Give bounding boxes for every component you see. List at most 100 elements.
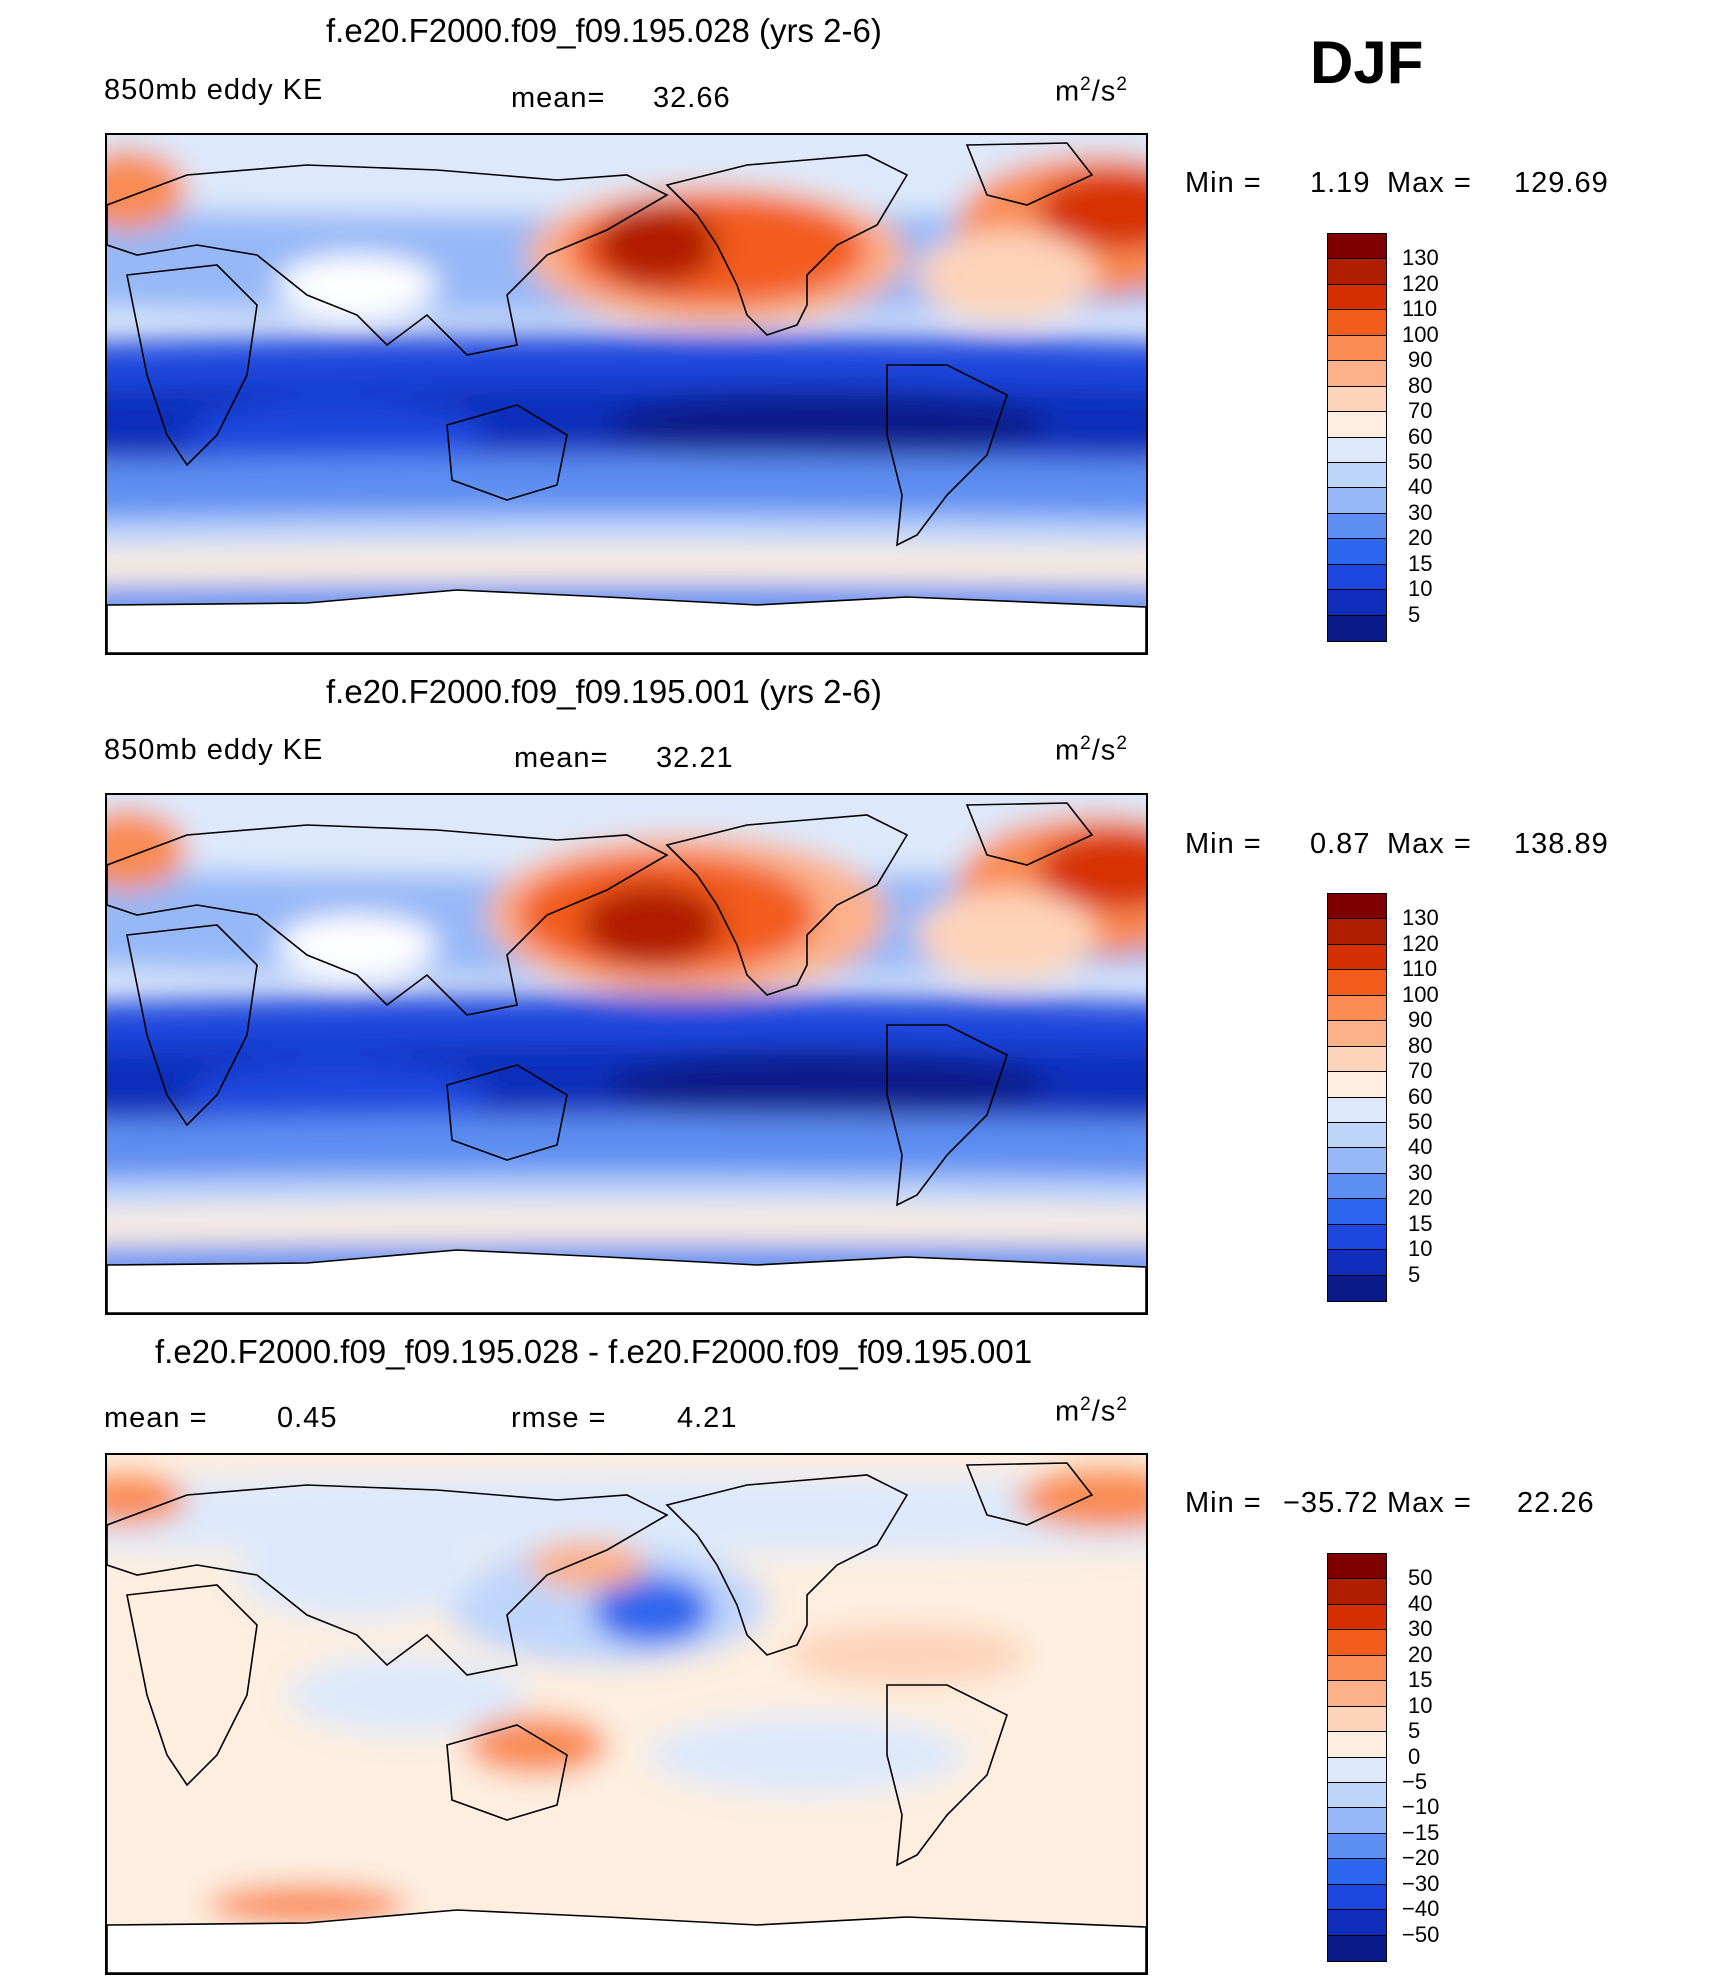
- panel-1-colorbar-swatch: [1328, 590, 1386, 615]
- panel-2-variable-label: 850mb eddy KE: [104, 734, 323, 767]
- panel-2-mean-label: mean=: [514, 742, 608, 775]
- panel-2-colorbar-swatch: [1328, 894, 1386, 919]
- panel-2-colorbar-tick-label: 70: [1408, 1058, 1432, 1084]
- panel-3-field-region: [237, 1530, 477, 1620]
- panel-1-colorbar-tick-label: 120: [1402, 271, 1439, 297]
- panel-1-min-label: Min =: [1185, 167, 1262, 200]
- panel-1-field-region: [607, 390, 1047, 460]
- panel-1-field-region: [917, 230, 1097, 320]
- panel-1-colorbar-tick-label: 90: [1408, 347, 1432, 373]
- panel-1-colorbar-tick-label: 130: [1402, 245, 1439, 271]
- panel-2-colorbar-swatch: [1328, 970, 1386, 995]
- panel-3-field-region: [787, 1625, 1027, 1685]
- panel-2-max-value: 138.89: [1514, 828, 1609, 861]
- panel-3-colorbar-swatch: [1328, 1732, 1386, 1757]
- panel-2-title: f.e20.F2000.f09_f09.195.001 (yrs 2-6): [326, 673, 882, 711]
- panel-1-variable-label: 850mb eddy KE: [104, 74, 323, 107]
- panel-1-colorbar-tick-label: 100: [1402, 322, 1439, 348]
- panel-1-min-value: 1.19: [1310, 167, 1370, 200]
- panel-3-colorbar-swatch: [1328, 1808, 1386, 1833]
- panel-3-colorbar-tick-label: 50: [1408, 1565, 1432, 1591]
- panel-1-colorbar-tick-label: 15: [1408, 551, 1432, 577]
- panel-3-colorbar-tick-label: 30: [1408, 1616, 1432, 1642]
- panel-2-field-region: [917, 890, 1097, 980]
- panel-2-colorbar-swatch: [1328, 1225, 1386, 1250]
- panel-3-colorbar-swatch: [1328, 1758, 1386, 1783]
- panel-1-colorbar-swatch: [1328, 387, 1386, 412]
- panel-2-colorbar-swatch: [1328, 1199, 1386, 1224]
- panel-2-colorbar-swatch: [1328, 1072, 1386, 1097]
- panel-3-min-label: Min =: [1185, 1487, 1262, 1520]
- panel-2-colorbar-tick-label: 80: [1408, 1033, 1432, 1059]
- panel-1-field-svg: [107, 135, 1146, 653]
- panel-2-colorbar-tick-label: 40: [1408, 1134, 1432, 1160]
- panel-2-field-svg: [107, 795, 1146, 1313]
- panel-3-min-value: −35.72: [1283, 1487, 1379, 1520]
- panel-1-colorbar-swatch: [1328, 285, 1386, 310]
- panel-1-colorbar-swatch: [1328, 310, 1386, 335]
- panel-2-min-value: 0.87: [1310, 828, 1370, 861]
- panel-3-colorbar: [1327, 1553, 1387, 1962]
- panel-1-colorbar-tick-label: 50: [1408, 449, 1432, 475]
- panel-3-colorbar-swatch: [1328, 1885, 1386, 1910]
- panel-3-rmse-label: rmse =: [511, 1402, 606, 1435]
- panel-1-colorbar-swatch: [1328, 514, 1386, 539]
- panel-3-colorbar-tick-label: 20: [1408, 1642, 1432, 1668]
- panel-1-colorbar-tick-label: 10: [1408, 576, 1432, 602]
- panel-3-colorbar-tick-label: 0: [1408, 1744, 1420, 1770]
- panel-1-colorbar: [1327, 233, 1387, 642]
- panel-3-field-svg: [107, 1455, 1146, 1973]
- panel-2-mean-value: 32.21: [656, 742, 734, 775]
- panel-1-colorbar-swatch: [1328, 336, 1386, 361]
- panel-1-mean-value: 32.66: [653, 82, 731, 115]
- panel-1-mean-label: mean=: [511, 82, 605, 115]
- panel-1-colorbar-tick-label: 110: [1402, 296, 1437, 322]
- panel-2-colorbar-swatch: [1328, 945, 1386, 970]
- panel-2-max-label: Max =: [1387, 828, 1472, 861]
- panel-1-colorbar-swatch: [1328, 259, 1386, 284]
- panel-3-colorbar-tick-label: −20: [1402, 1845, 1439, 1871]
- panel-2-colorbar-tick-label: 30: [1408, 1160, 1432, 1186]
- panel-3-colorbar-tick-label: −10: [1402, 1794, 1439, 1820]
- panel-1-colorbar-tick-label: 60: [1408, 424, 1432, 450]
- panel-3-max-label: Max =: [1387, 1487, 1472, 1520]
- panel-2-colorbar-swatch: [1328, 1250, 1386, 1275]
- panel-3-colorbar-swatch: [1328, 1707, 1386, 1732]
- panel-3-colorbar-tick-label: 5: [1408, 1718, 1420, 1744]
- panel-3-colorbar-swatch: [1328, 1681, 1386, 1706]
- panel-2-colorbar-tick-label: 90: [1408, 1007, 1432, 1033]
- panel-1-colorbar-swatch: [1328, 488, 1386, 513]
- panel-3-title: f.e20.F2000.f09_f09.195.028 - f.e20.F200…: [155, 1333, 1032, 1371]
- panel-2-colorbar-tick-label: 60: [1408, 1084, 1432, 1110]
- panel-3-colorbar-tick-label: −5: [1402, 1769, 1427, 1795]
- panel-2-colorbar-tick-label: 130: [1402, 905, 1439, 931]
- panel-3-colorbar-tick-label: −50: [1402, 1922, 1439, 1948]
- panel-2-map: [105, 793, 1148, 1315]
- panel-1-colorbar-tick-label: 30: [1408, 500, 1432, 526]
- panel-1-colorbar-swatch: [1328, 412, 1386, 437]
- panel-1-colorbar-swatch: [1328, 463, 1386, 488]
- panel-2-colorbar-tick-label: 120: [1402, 931, 1439, 957]
- panel-3-max-value: 22.26: [1517, 1487, 1595, 1520]
- panel-1-colorbar-swatch: [1328, 234, 1386, 259]
- panel-3-rmse-value: 4.21: [677, 1402, 737, 1435]
- panel-2-colorbar-swatch: [1328, 996, 1386, 1021]
- panel-3-mean-label: mean =: [104, 1402, 208, 1435]
- panel-2-colorbar-swatch: [1328, 1276, 1386, 1301]
- panel-2-colorbar-swatch: [1328, 1098, 1386, 1123]
- panel-2-colorbar-swatch: [1328, 1123, 1386, 1148]
- panel-1-colorbar-tick-label: 5: [1408, 602, 1420, 628]
- panel-3-colorbar-tick-label: −15: [1402, 1820, 1439, 1846]
- panel-1-max-value: 129.69: [1514, 167, 1609, 200]
- panel-3-colorbar-swatch: [1328, 1936, 1386, 1961]
- panel-2-colorbar-swatch: [1328, 1148, 1386, 1173]
- panel-1-colorbar-tick-label: 40: [1408, 474, 1432, 500]
- panel-3-mean-value: 0.45: [277, 1402, 337, 1435]
- panel-1-colorbar-swatch: [1328, 616, 1386, 641]
- panel-2-colorbar-tick-label: 10: [1408, 1236, 1432, 1262]
- panel-2-colorbar-swatch: [1328, 919, 1386, 944]
- panel-3-field-region: [287, 1655, 527, 1735]
- panel-1-units: m2/s2: [1055, 74, 1128, 109]
- panel-2-colorbar-tick-label: 20: [1408, 1185, 1432, 1211]
- panel-1-max-label: Max =: [1387, 167, 1472, 200]
